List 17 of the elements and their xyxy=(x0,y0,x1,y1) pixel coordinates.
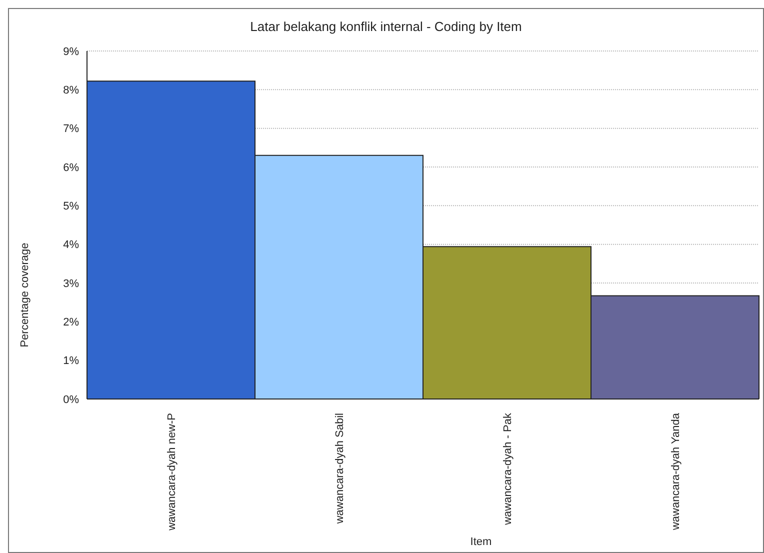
chart-title: Latar belakang konflik internal - Coding by Item xyxy=(249,19,523,34)
y-tick-label: 4% xyxy=(63,239,80,252)
x-tick-label: wawancara-dyah Yanda xyxy=(670,412,682,532)
y-tick-label: 1% xyxy=(63,355,80,368)
y-axis-title: Percentage coverage xyxy=(19,242,31,348)
y-tick-label: 5% xyxy=(63,200,80,213)
y-tick-label: 8% xyxy=(63,84,80,97)
x-axis-title: Item xyxy=(470,536,492,548)
x-tick-label: wawancara-dyah - Pak xyxy=(502,412,514,526)
x-tick-label: wawancara-dyah Sabil xyxy=(334,413,346,525)
x-tick-label: wawancara-dyah new-P xyxy=(166,413,178,532)
y-tick-label: 7% xyxy=(63,123,80,136)
y-tick-label: 2% xyxy=(63,316,80,329)
y-tick-label: 6% xyxy=(63,162,80,174)
y-tick-label: 0% xyxy=(63,394,80,406)
y-tick-label: 9% xyxy=(63,46,80,58)
y-tick-label: 3% xyxy=(63,278,80,290)
